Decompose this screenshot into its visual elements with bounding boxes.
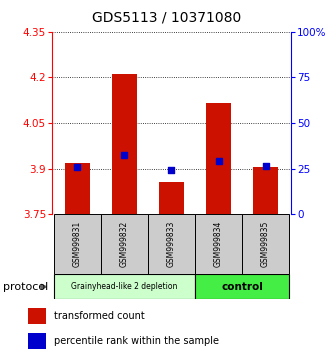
Text: GDS5113 / 10371080: GDS5113 / 10371080	[92, 11, 241, 25]
Text: GSM999831: GSM999831	[73, 221, 82, 267]
Bar	[28, 308, 46, 324]
Text: protocol: protocol	[3, 282, 49, 292]
Text: GSM999834: GSM999834	[214, 221, 223, 268]
Bar	[28, 333, 46, 349]
Bar	[195, 214, 242, 274]
Bar	[54, 274, 195, 299]
Bar	[54, 214, 101, 274]
Text: GSM999833: GSM999833	[167, 221, 176, 268]
Bar	[195, 274, 289, 299]
Text: GSM999832: GSM999832	[120, 221, 129, 267]
Point	[216, 158, 221, 164]
Bar	[65, 162, 90, 214]
Bar	[148, 214, 195, 274]
Bar	[242, 214, 289, 274]
Text: Grainyhead-like 2 depletion: Grainyhead-like 2 depletion	[71, 282, 178, 291]
Bar	[112, 74, 138, 214]
Text: control: control	[221, 282, 263, 292]
Bar	[159, 182, 184, 214]
Point	[122, 152, 127, 158]
Bar	[205, 103, 231, 214]
Text: GSM999835: GSM999835	[261, 221, 270, 268]
Text: percentile rank within the sample: percentile rank within the sample	[54, 336, 219, 346]
Point	[75, 164, 80, 170]
Text: transformed count: transformed count	[54, 311, 145, 321]
Point	[169, 167, 174, 173]
Bar	[253, 167, 278, 214]
Bar	[101, 214, 148, 274]
Point	[263, 163, 268, 169]
